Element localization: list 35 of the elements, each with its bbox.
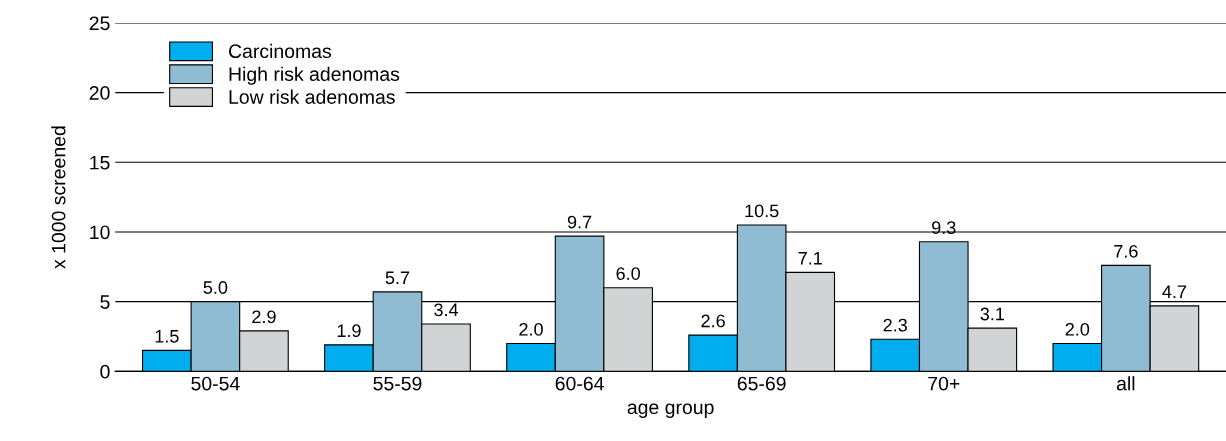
x-axis-title: age group — [627, 403, 714, 418]
data-label: 1.9 — [337, 324, 361, 338]
data-label: 2.0 — [519, 322, 543, 336]
data-label: 4.7 — [1162, 285, 1187, 298]
y-tick-label: 5 — [100, 295, 110, 309]
data-label: 7.6 — [1114, 244, 1138, 258]
data-label: 2.9 — [252, 310, 276, 324]
x-tick-label: 60-64 — [555, 376, 604, 391]
x-tick-label: 55-59 — [373, 376, 422, 391]
data-label: 3.4 — [434, 303, 459, 317]
data-label: 2.3 — [883, 318, 907, 332]
data-label: 1.5 — [155, 330, 179, 343]
data-label: 9.3 — [932, 221, 956, 234]
y-tick-label: 10 — [90, 225, 110, 240]
x-tick-label: all — [1116, 376, 1135, 391]
y-tick-label: 25 — [89, 16, 110, 31]
data-label: 2.6 — [701, 314, 725, 328]
legend-label: High risk adenomas — [229, 66, 400, 85]
legend-label: Low risk adenomas — [229, 89, 395, 104]
data-label: 10.5 — [745, 204, 779, 218]
x-tick-label: 70+ — [928, 376, 960, 391]
y-axis-title: x 1000 screened — [51, 126, 66, 269]
data-label: 6.0 — [616, 267, 640, 280]
data-label: 5.0 — [203, 281, 228, 294]
y-tick-label: 15 — [90, 155, 110, 170]
data-label: 3.1 — [980, 307, 1004, 321]
data-label: 7.1 — [798, 252, 822, 265]
y-tick-label: 20 — [89, 86, 110, 100]
data-label: 9.7 — [567, 215, 592, 229]
data-label: 5.7 — [385, 271, 410, 285]
legend-label: Carcinomas — [229, 43, 332, 59]
x-tick-label: 50-54 — [191, 376, 240, 391]
data-label: 2.0 — [1065, 322, 1090, 336]
x-tick-label: 65-69 — [737, 376, 786, 391]
y-tick-label: 0 — [100, 364, 110, 379]
